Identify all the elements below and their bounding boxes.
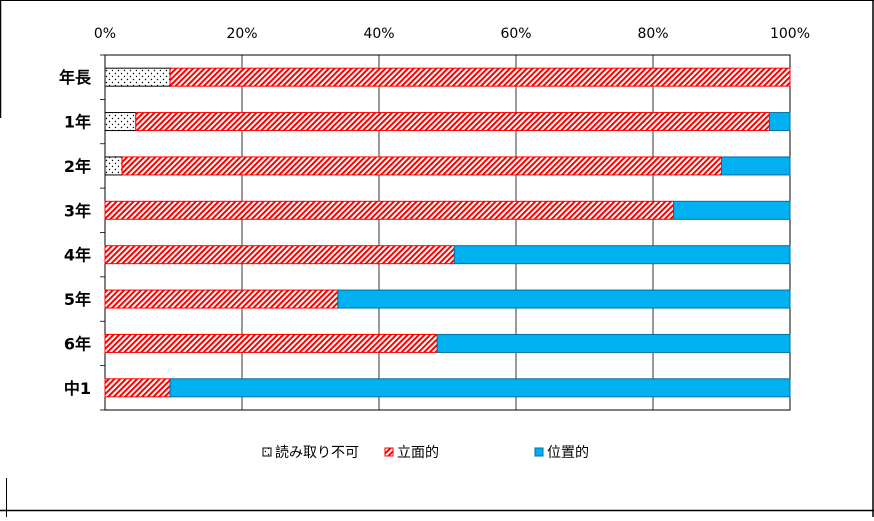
bar-segment xyxy=(135,112,770,132)
category-label: 年長 xyxy=(59,68,92,87)
x-tick-label: 60% xyxy=(500,26,531,42)
legend-label: 立面的 xyxy=(397,445,439,461)
x-tick-label: 0% xyxy=(94,26,116,42)
bar-segment xyxy=(104,200,675,220)
legend-label: 位置的 xyxy=(547,445,589,461)
category-label: 6年 xyxy=(64,334,91,353)
bar-segment xyxy=(104,245,455,265)
category-label: 3年 xyxy=(64,201,91,220)
bar-segment xyxy=(768,112,791,132)
x-tick-label: 20% xyxy=(226,26,257,42)
legend-swatch xyxy=(384,447,394,457)
bar-segment xyxy=(337,289,791,309)
bar-segment xyxy=(104,378,171,398)
category-label: 2年 xyxy=(64,157,91,176)
legend-swatch xyxy=(262,447,272,457)
category-label: 1年 xyxy=(64,113,91,132)
bar-segment xyxy=(721,156,791,176)
x-tick-label: 80% xyxy=(637,26,668,42)
bar-segment xyxy=(104,112,137,132)
bar-segment xyxy=(453,245,791,265)
bar-segment xyxy=(436,333,791,353)
category-label: 4年 xyxy=(64,246,91,265)
bar-segment xyxy=(673,200,791,220)
bar-segment xyxy=(104,156,123,176)
bar-segment xyxy=(121,156,722,176)
legend: 読み取り不可 立面的 位置的 xyxy=(262,444,589,461)
category-label: 中1 xyxy=(64,379,91,398)
bar-segment xyxy=(104,67,171,87)
plot-border xyxy=(104,54,791,411)
x-tick-label: 40% xyxy=(363,26,394,42)
bar-segment xyxy=(104,333,438,353)
bar-segment xyxy=(169,378,791,398)
category-label: 5年 xyxy=(64,290,91,309)
bar-segment xyxy=(104,289,339,309)
legend-label: 読み取り不可 xyxy=(275,444,359,461)
legend-swatch xyxy=(534,447,544,457)
x-tick-label: 100% xyxy=(770,26,810,42)
bar-segment xyxy=(169,67,791,87)
